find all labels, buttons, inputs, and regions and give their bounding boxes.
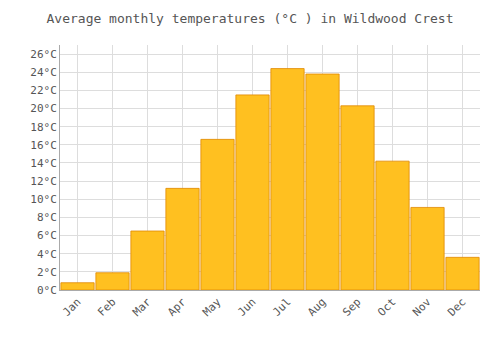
svg-text:18°C: 18°C [30,121,57,134]
svg-text:Oct: Oct [375,296,398,319]
svg-text:14°C: 14°C [30,157,57,170]
svg-text:Mar: Mar [130,295,154,319]
svg-text:2°C: 2°C [37,266,57,279]
svg-text:24°C: 24°C [30,66,57,79]
svg-text:Sep: Sep [340,296,363,319]
svg-text:Average monthly temperatures (: Average monthly temperatures (°C ) in Wi… [47,11,454,26]
svg-text:Dec: Dec [445,296,468,319]
svg-text:10°C: 10°C [30,193,57,206]
svg-text:Apr: Apr [165,295,189,319]
svg-text:Jan: Jan [60,296,83,319]
svg-text:22°C: 22°C [30,84,57,97]
svg-text:May: May [200,295,224,319]
svg-text:8°C: 8°C [37,211,57,224]
svg-text:16°C: 16°C [30,139,57,152]
svg-text:0°C: 0°C [37,284,57,297]
svg-text:Feb: Feb [95,296,118,319]
svg-text:6°C: 6°C [37,229,57,242]
svg-text:4°C: 4°C [37,248,57,261]
svg-text:12°C: 12°C [30,175,57,188]
svg-text:20°C: 20°C [30,102,57,115]
svg-text:Aug: Aug [305,296,328,319]
svg-text:Nov: Nov [410,295,434,319]
svg-text:Jun: Jun [235,296,258,319]
svg-text:26°C: 26°C [30,48,57,61]
svg-text:Jul: Jul [270,296,293,319]
